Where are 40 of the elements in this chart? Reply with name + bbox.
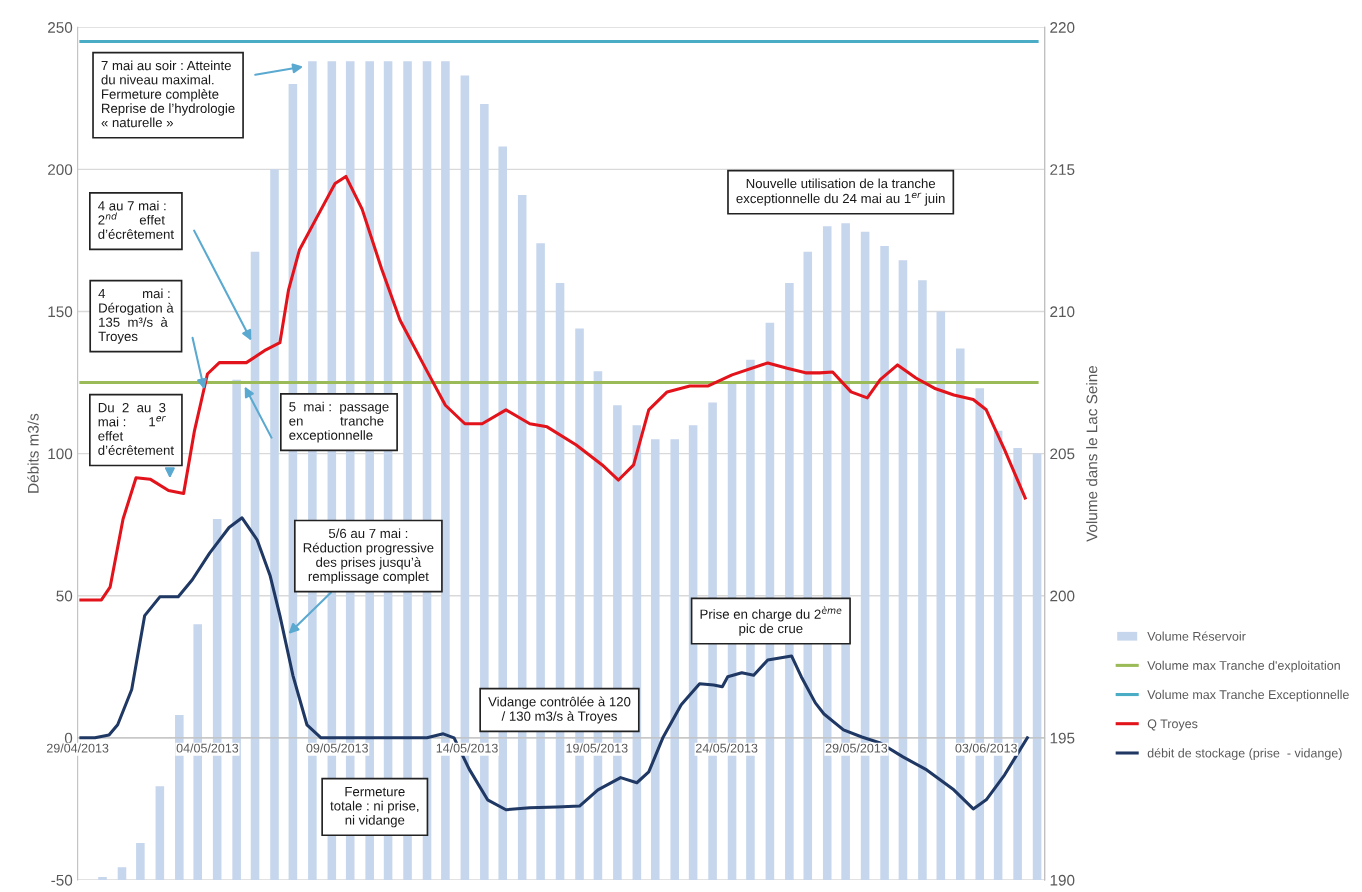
legend-label: débit de stockage (prise - vidange) [1147, 748, 1342, 760]
y2-tick-label: 195 [1050, 732, 1075, 744]
x-tick-label: 03/06/2013 [955, 743, 1017, 753]
y-tick-label: -50 [51, 874, 73, 886]
y2-tick-label: 205 [1050, 448, 1075, 460]
y2-axis-title: Volume dans le Lac Seine [1086, 365, 1098, 542]
x-tick-label: 24/05/2013 [695, 743, 758, 753]
annotation: Vidange contrôlée à 120 / 130 m3/s à Troyes [488, 696, 631, 724]
annotation: 5 mai : passage en tranche exceptionnelle [289, 401, 389, 443]
y2-tick-label: 215 [1050, 164, 1075, 176]
annotation: Nouvelle utilisation de la tranche exceptionnelle du 24 mai au 1$^{er}$ juin [736, 178, 945, 206]
legend-label: Volume max Tranche d'exploitation [1147, 660, 1340, 673]
annotation: 4 mai : Dérogation à 135 m³/s à Troyes [98, 288, 174, 344]
y-tick-label: 150 [48, 306, 73, 318]
y2-tick-label: 190 [1050, 874, 1075, 886]
legend-label: Volume max Tranche Exceptionnelle [1147, 689, 1349, 702]
x-tick-label: 29/04/2013 [46, 743, 109, 753]
annotation: 5/6 au 7 mai : Réduction progressive des prises jusqu’à remplissage complet [303, 528, 434, 584]
y-tick-label: 200 [48, 164, 73, 176]
text: 4 au 7 mai : 2$^{nd}$ effet d’écrêtement [98, 200, 174, 239]
x-tick-label: 29/05/2013 [825, 743, 888, 753]
x-tick-label: 04/05/2013 [176, 743, 239, 753]
y-tick-label: 50 [56, 590, 73, 602]
annotation: Fermeture totale : ni prise, ni vidange [330, 787, 419, 828]
legend-label: Volume Réservoir [1147, 631, 1246, 641]
x-tick-label: 19/05/2013 [566, 743, 628, 753]
legend-label: Q Troyes [1147, 719, 1198, 731]
y2-tick-label: 200 [1050, 590, 1075, 602]
annotation: 7 mai au soir : Atteinte du niveau maximal. Fermeture complète Reprise de l’hydrologie « naturelle » [101, 60, 235, 128]
x-tick-label: 09/05/2013 [306, 743, 368, 753]
y-tick-label: 250 [48, 22, 73, 33]
y2-tick-label: 210 [1050, 306, 1075, 318]
x-tick-label: 14/05/2013 [436, 743, 498, 753]
y-axis-title: Débits m3/s [27, 413, 39, 493]
text: Du 2 au 3 mai : 1$^{er}$ effet d’écrêtement [98, 402, 174, 455]
text: Prise en charge du 2$^{ème}$ pic de crue [700, 606, 842, 636]
y2-tick-label: 220 [1050, 22, 1075, 33]
y-tick-label: 100 [48, 448, 73, 460]
y-tick-label: 0 [64, 732, 73, 744]
line-series [79, 174, 1027, 602]
